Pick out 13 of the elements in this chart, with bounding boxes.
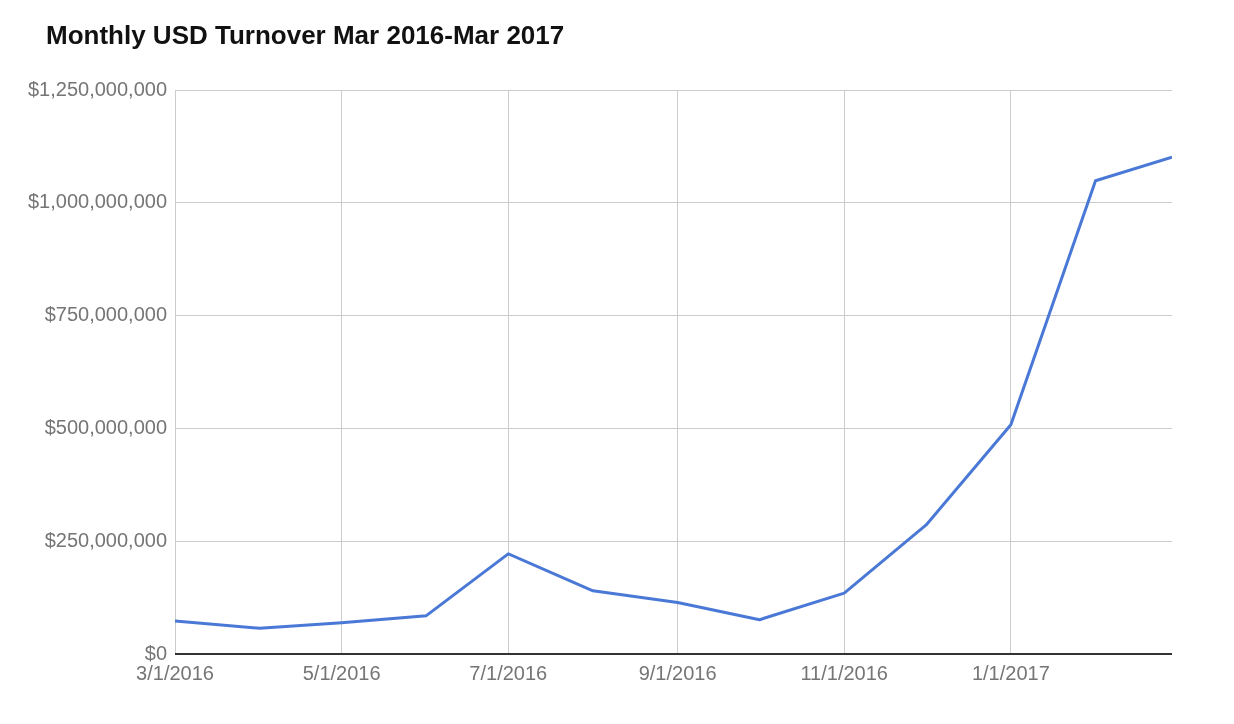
y-tick-label: $1,000,000,000 [27,190,168,213]
y-tick-label: $500,000,000 [44,415,168,438]
y-tick-label: $750,000,000 [44,303,168,326]
x-tick-label: 3/1/2016 [136,661,214,684]
y-tick-label: $0 [144,641,168,664]
x-tick-label: 7/1/2016 [469,661,548,684]
x-tick-label: 11/1/2016 [800,661,888,684]
x-tick-label: 5/1/2016 [302,661,381,684]
x-tick-label: 1/1/2017 [971,661,1050,684]
x-tick-label: 9/1/2016 [638,661,717,684]
y-tick-label: $1,250,000,000 [27,77,168,100]
chart-title: Monthly USD Turnover Mar 2016-Mar 2017 [46,20,565,51]
y-tick-label: $250,000,000 [44,528,168,551]
